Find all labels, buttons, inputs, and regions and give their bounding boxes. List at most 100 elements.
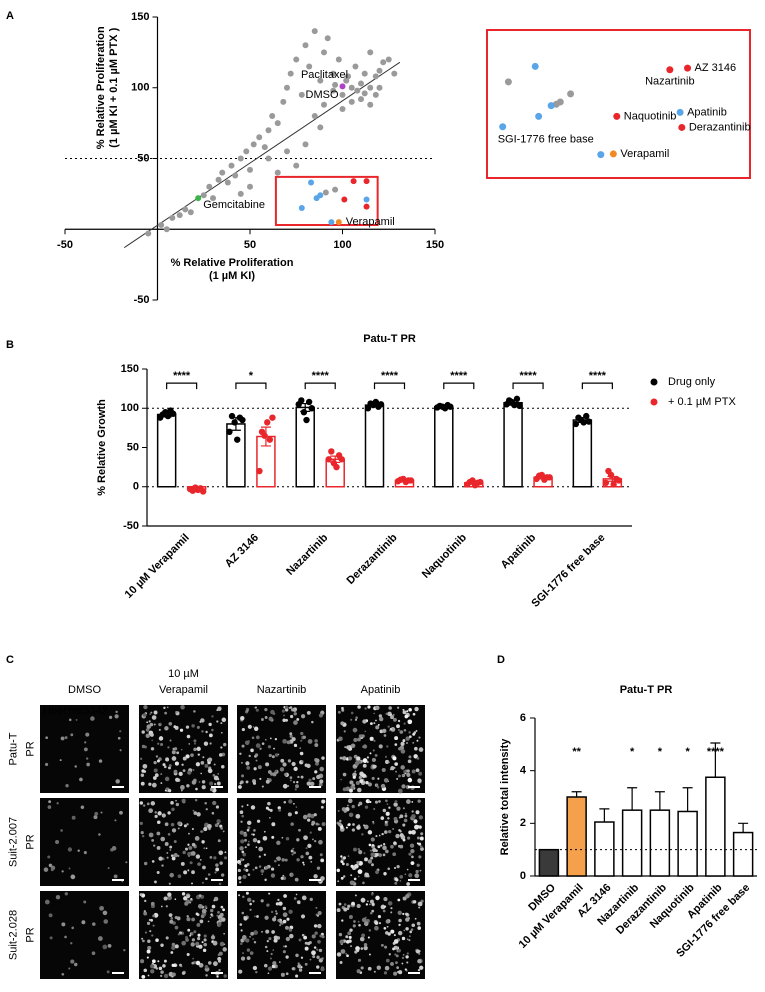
nucleus bbox=[347, 756, 353, 761]
nucleus bbox=[192, 769, 195, 771]
replicate-point bbox=[328, 448, 335, 455]
nucleus bbox=[256, 915, 259, 918]
nucleus bbox=[203, 847, 206, 850]
nucleus bbox=[369, 899, 374, 904]
nucleus bbox=[343, 903, 347, 906]
nucleus bbox=[169, 872, 174, 878]
nucleus bbox=[45, 762, 49, 766]
nucleus bbox=[201, 780, 206, 784]
nucleus bbox=[382, 845, 387, 851]
data-point bbox=[556, 98, 564, 106]
nucleus bbox=[119, 810, 123, 815]
nucleus bbox=[172, 747, 175, 751]
row-header-line: Patu-T bbox=[7, 732, 19, 765]
nucleus bbox=[401, 936, 406, 941]
data-point bbox=[321, 49, 327, 56]
y-tick-label: 0 bbox=[520, 870, 526, 882]
nucleus bbox=[289, 933, 294, 939]
data-point bbox=[215, 176, 222, 183]
nucleus bbox=[264, 708, 268, 712]
nucleus bbox=[367, 900, 369, 903]
nucleus bbox=[340, 825, 344, 829]
data-point bbox=[321, 101, 327, 108]
nucleus bbox=[261, 930, 264, 933]
nucleus bbox=[279, 920, 283, 924]
replicate-point bbox=[546, 474, 553, 481]
data-point bbox=[265, 127, 272, 134]
replicate-point bbox=[226, 428, 233, 435]
nucleus bbox=[385, 849, 389, 854]
column-header-line: Nazartinib bbox=[257, 684, 307, 696]
nucleus bbox=[312, 777, 316, 781]
nucleus bbox=[276, 856, 281, 861]
nucleus bbox=[369, 736, 374, 741]
nucleus bbox=[357, 920, 360, 923]
nucleus bbox=[181, 763, 184, 766]
nucleus bbox=[390, 715, 394, 720]
data-point bbox=[535, 112, 543, 120]
replicate-point bbox=[308, 405, 315, 412]
nucleus bbox=[350, 711, 354, 715]
nucleus bbox=[401, 956, 405, 960]
nucleus bbox=[404, 968, 407, 971]
micrograph bbox=[139, 704, 228, 793]
nucleus bbox=[396, 864, 400, 869]
nucleus bbox=[211, 904, 216, 909]
nucleus bbox=[294, 707, 297, 710]
nucleus bbox=[362, 719, 367, 724]
nucleus bbox=[185, 938, 189, 942]
point-annotation: DMSO bbox=[306, 89, 339, 101]
nucleus bbox=[238, 969, 243, 974]
nucleus bbox=[148, 720, 151, 723]
nucleus bbox=[388, 806, 391, 809]
nucleus bbox=[150, 964, 155, 969]
nucleus bbox=[343, 907, 348, 912]
nucleus bbox=[290, 714, 294, 719]
nucleus bbox=[149, 732, 154, 737]
nucleus bbox=[418, 825, 422, 829]
nucleus bbox=[239, 830, 244, 835]
nucleus bbox=[257, 765, 262, 770]
nucleus bbox=[176, 751, 180, 755]
nucleus bbox=[374, 925, 379, 931]
nucleus bbox=[353, 847, 357, 852]
nucleus bbox=[348, 915, 353, 919]
nucleus bbox=[290, 873, 294, 877]
nucleus bbox=[299, 751, 304, 756]
y-tick-label: 4 bbox=[520, 765, 527, 777]
nucleus bbox=[160, 773, 163, 776]
nucleus bbox=[109, 715, 113, 719]
nucleus bbox=[160, 943, 164, 947]
replicate-point bbox=[469, 477, 476, 484]
data-point bbox=[247, 183, 253, 190]
nucleus bbox=[219, 912, 224, 917]
nucleus bbox=[279, 924, 282, 927]
nucleus bbox=[346, 745, 351, 750]
nucleus bbox=[294, 811, 298, 815]
nucleus bbox=[240, 780, 244, 784]
nucleus bbox=[361, 933, 365, 938]
data-point bbox=[367, 84, 374, 91]
replicate-point bbox=[228, 412, 236, 420]
nucleus bbox=[338, 902, 342, 906]
nucleus bbox=[254, 866, 258, 870]
nucleus bbox=[211, 728, 214, 732]
nucleus bbox=[146, 724, 152, 729]
nucleus bbox=[352, 775, 356, 779]
row-header: Suit-2.028 PR bbox=[7, 910, 36, 960]
nucleus bbox=[375, 725, 380, 730]
nucleus bbox=[211, 811, 215, 815]
legend-label: Drug only bbox=[668, 376, 716, 388]
nucleus bbox=[142, 804, 146, 807]
nucleus bbox=[151, 860, 155, 863]
nucleus bbox=[375, 705, 380, 711]
nucleus bbox=[222, 830, 225, 833]
nucleus bbox=[402, 739, 406, 743]
nucleus bbox=[188, 845, 193, 850]
nucleus bbox=[264, 865, 269, 870]
nucleus bbox=[402, 710, 407, 715]
nucleus bbox=[386, 803, 389, 805]
nucleus bbox=[160, 974, 163, 978]
nucleus bbox=[287, 759, 292, 763]
nucleus bbox=[156, 759, 160, 763]
